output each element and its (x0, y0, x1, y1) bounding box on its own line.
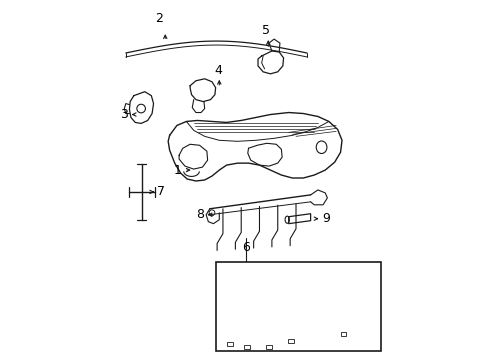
Text: 6: 6 (242, 241, 250, 254)
Text: 4: 4 (213, 64, 222, 77)
Bar (215, 262, 381, 351)
Text: 3: 3 (120, 108, 128, 121)
Bar (244, 345, 249, 349)
Text: 5: 5 (262, 24, 269, 37)
Text: 1: 1 (173, 163, 181, 176)
Bar (287, 339, 293, 343)
Text: 9: 9 (322, 212, 330, 225)
Text: 8: 8 (196, 208, 204, 221)
Bar (227, 342, 233, 346)
Text: 7: 7 (157, 185, 164, 198)
Text: 2: 2 (155, 12, 163, 25)
Bar (265, 345, 271, 349)
Bar (340, 332, 346, 336)
